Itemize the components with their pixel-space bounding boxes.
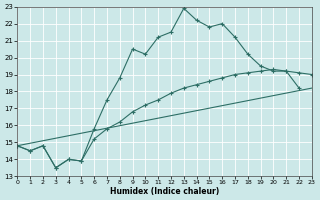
X-axis label: Humidex (Indice chaleur): Humidex (Indice chaleur) <box>110 187 219 196</box>
